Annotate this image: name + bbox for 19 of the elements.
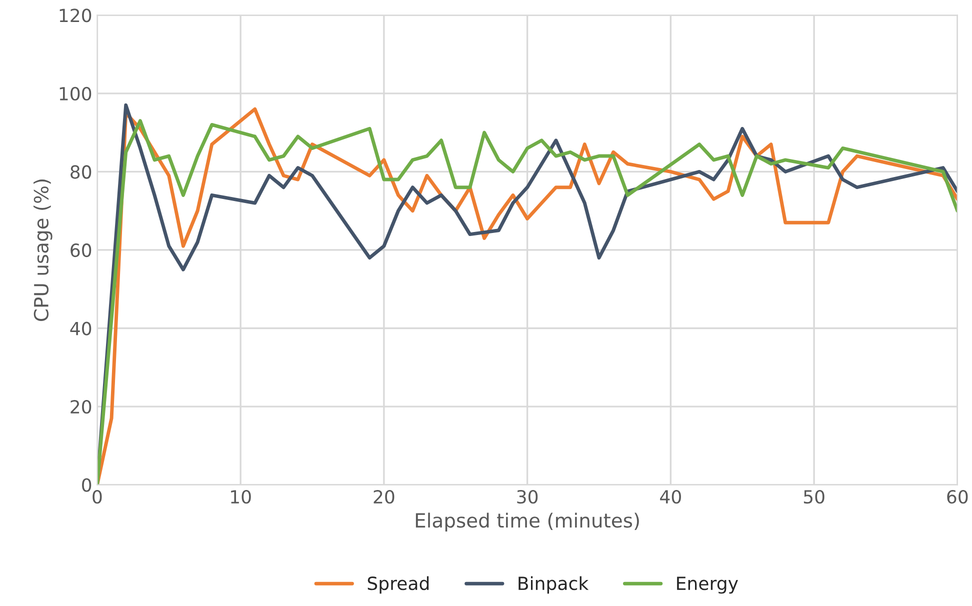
y-tick-label: 100 xyxy=(60,86,92,101)
y-tick-label: 20 xyxy=(70,400,92,414)
x-tick-label: 20 xyxy=(374,490,394,504)
x-tick-label: 50 xyxy=(804,490,824,504)
y-tick-label: 0 xyxy=(82,478,92,492)
y-tick-label: 80 xyxy=(70,165,92,179)
legend-label: Energy xyxy=(677,576,738,594)
y-axis-title: CPU usage (%) xyxy=(34,180,52,321)
x-tick-label: 60 xyxy=(947,490,968,504)
y-tick-label: 40 xyxy=(70,322,92,336)
y-tick-label: 120 xyxy=(60,8,92,22)
legend-label: Binpack xyxy=(518,576,589,594)
x-axis-title: Elapsed time (minutes) xyxy=(416,512,639,532)
x-tick-label: 30 xyxy=(517,490,538,504)
y-tick-label: 60 xyxy=(70,243,92,258)
x-tick-label: 0 xyxy=(92,490,102,504)
legend-label: Spread xyxy=(368,576,429,594)
x-tick-label: 10 xyxy=(231,490,251,504)
x-tick-label: 40 xyxy=(660,490,681,504)
